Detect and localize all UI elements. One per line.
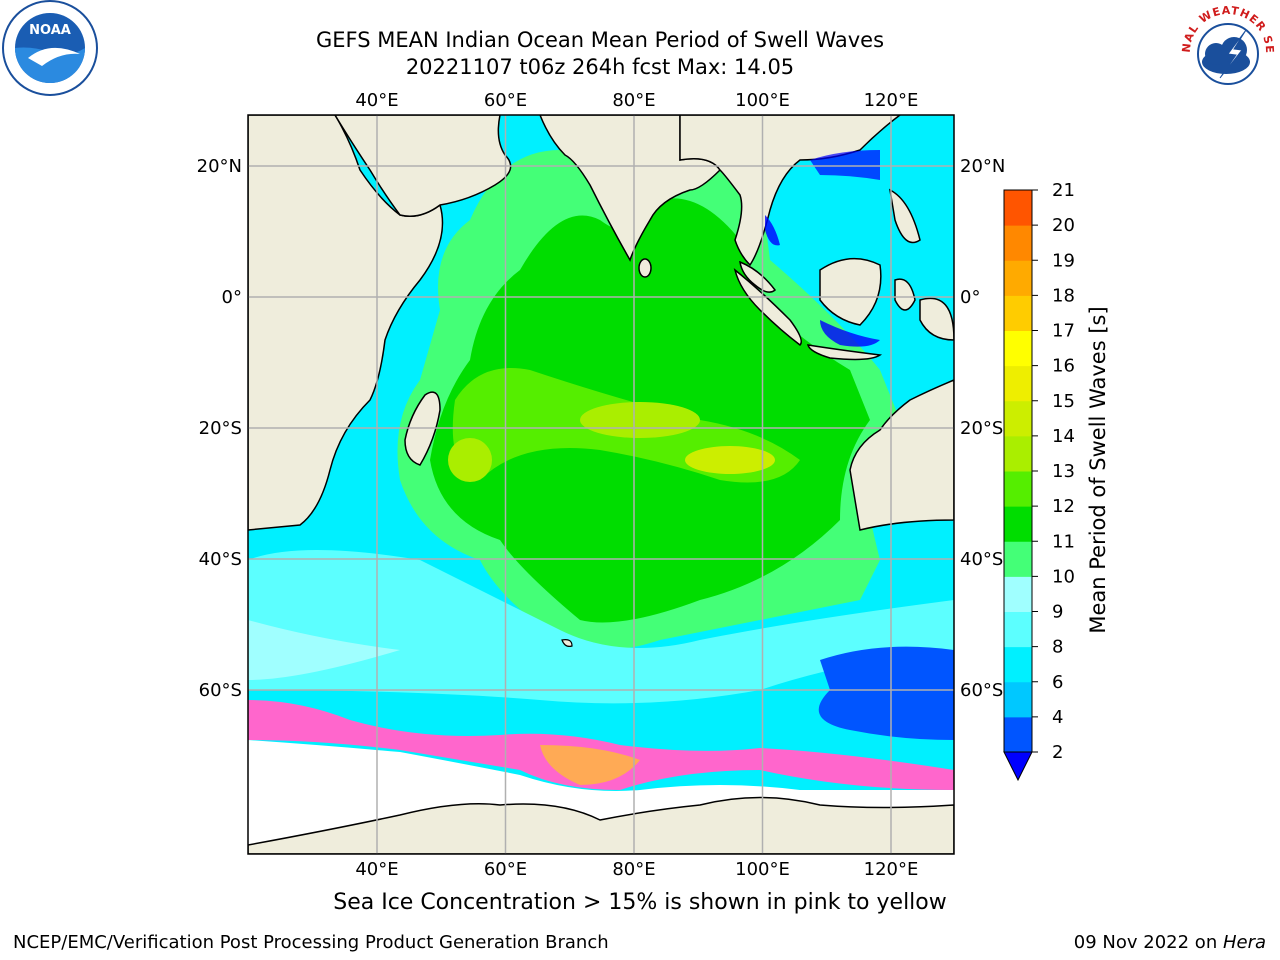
lon-tick-bottom: 120°E [864, 859, 919, 880]
noaa-logo-text: NOAA [29, 23, 71, 38]
colorbar-swatch [1004, 541, 1032, 577]
lon-tick-bottom: 80°E [612, 859, 655, 880]
sea-ice-caption: Sea Ice Concentration > 15% is shown in … [333, 890, 947, 915]
footer-branch: NCEP/EMC/Verification Post Processing Pr… [13, 932, 609, 953]
colorbar-swatch [1004, 225, 1032, 261]
sea-ice-band [248, 700, 954, 790]
footer-host: Hera [1222, 932, 1266, 953]
papua-land [919, 297, 954, 341]
java-land [806, 344, 883, 361]
swell-field-12s-west [448, 438, 492, 482]
africa-land [248, 115, 444, 531]
swell-field-13s [685, 446, 775, 474]
sulawesi-land [894, 278, 916, 311]
colorbar-tick-label: 12 [1052, 496, 1075, 517]
colorbar-swatch [1004, 330, 1032, 367]
lat-tick-left: 20°N [197, 156, 242, 177]
colorbar-swatch [1004, 611, 1032, 648]
lat-labels-right: 20°N 0° 20°S 40°S 60°S [960, 156, 1005, 701]
colorbar-tick-label: 14 [1052, 426, 1075, 447]
chart-title-line2: 20221107 t06z 264h fcst Max: 14.05 [405, 55, 795, 79]
lon-tick-top: 120°E [864, 90, 919, 111]
colorbar-tick-label: 20 [1052, 215, 1075, 236]
lat-tick-left: 0° [222, 287, 242, 308]
lat-labels-left: 20°N 0° 20°S 40°S 60°S [197, 156, 242, 701]
footer-date: 09 Nov 2022 on Hera [1074, 932, 1266, 953]
swell-field-8s [248, 550, 954, 704]
colorbar-tick-label: 15 [1052, 391, 1075, 412]
lon-tick-bottom: 60°E [484, 859, 527, 880]
colorbar-tick-label: 17 [1052, 321, 1075, 342]
colorbar-tick-label: 9 [1052, 602, 1063, 623]
sri-lanka-land [638, 258, 652, 278]
colorbar-label: Mean Period of Swell Waves [s] [1086, 306, 1110, 634]
malay-peninsula-land [739, 260, 777, 293]
sumatra-land [733, 268, 802, 346]
lat-tick-right: 20°S [960, 418, 1003, 439]
swell-field-2s-gulf-of-thailand [765, 215, 780, 246]
colorbar-swatch [1004, 435, 1032, 472]
colorbar-tick-label: 19 [1052, 250, 1075, 271]
lat-tick-left: 60°S [199, 680, 242, 701]
philippines-land [889, 188, 921, 244]
colorbar-extend-arrow [1003, 751, 1033, 782]
colorbar-tick-label: 11 [1052, 531, 1075, 552]
colorbar-tick-label: 10 [1052, 566, 1075, 587]
swell-field-12s [580, 402, 700, 438]
colorbar-tick-label: 4 [1052, 707, 1063, 728]
swell-field-2s-south-china-sea [810, 150, 880, 180]
nws-logo: NATIONAL WEATHER SERVICE [1176, 2, 1275, 98]
lon-tick-top: 100°E [735, 90, 790, 111]
colorbar-swatch [1004, 260, 1032, 296]
map-gridlines [248, 115, 954, 854]
lat-tick-left: 40°S [199, 549, 242, 570]
lon-tick-bottom: 40°E [355, 859, 398, 880]
colorbar-tick-label: 2 [1052, 742, 1063, 763]
lat-tick-right: 40°S [960, 549, 1003, 570]
antarctica-land [248, 796, 954, 854]
colorbar-tick-label: 13 [1052, 461, 1075, 482]
colorbar-swatch [1004, 295, 1032, 331]
colorbar-tick-label: 18 [1052, 285, 1075, 306]
colorbar-swatch [1004, 400, 1032, 437]
lon-tick-bottom: 100°E [735, 859, 790, 880]
lon-labels-bottom: 40°E 60°E 80°E 100°E 120°E [355, 859, 918, 880]
colorbar-tick-label: 16 [1052, 356, 1075, 377]
lon-tick-top: 40°E [355, 90, 398, 111]
colorbar-swatch [1004, 646, 1032, 683]
colorbar: 2 4 6 8 9 10 11 12 13 14 15 16 17 18 19 20 21 [1003, 180, 1075, 782]
map-frame [247, 114, 955, 855]
colorbar-swatch [1004, 506, 1032, 542]
kerguelen-land [561, 639, 573, 647]
colorbar-tick-label: 21 [1052, 180, 1075, 201]
colorbar-swatch [1004, 190, 1032, 226]
colorbar-tick-label: 6 [1052, 672, 1063, 693]
lat-tick-right: 20°N [960, 156, 1005, 177]
swell-field-2s-java-sea [820, 320, 880, 347]
lat-tick-left: 20°S [199, 418, 242, 439]
lon-tick-top: 60°E [484, 90, 527, 111]
noaa-logo: NOAA [2, 0, 98, 96]
colorbar-swatch [1004, 471, 1032, 507]
swell-field-4s-southeast [818, 646, 954, 740]
sea-ice-high [540, 745, 640, 785]
lat-tick-right: 60°S [960, 680, 1003, 701]
colorbar-swatch [1004, 365, 1032, 402]
colorbar-swatch [1004, 576, 1032, 612]
swell-field-9s-south [248, 620, 400, 680]
chart-title-line1: GEFS MEAN Indian Ocean Mean Period of Sw… [315, 28, 885, 52]
lon-labels-top: 40°E 60°E 80°E 100°E 120°E [355, 90, 918, 111]
colorbar-swatch [1004, 681, 1032, 718]
colorbar-tick-label: 8 [1052, 637, 1063, 658]
footer-date-text: 09 Nov 2022 on [1073, 932, 1223, 953]
lat-tick-right: 0° [960, 287, 980, 308]
australia-land [849, 379, 954, 531]
colorbar-swatch [1004, 716, 1032, 753]
lon-tick-top: 80°E [612, 90, 655, 111]
